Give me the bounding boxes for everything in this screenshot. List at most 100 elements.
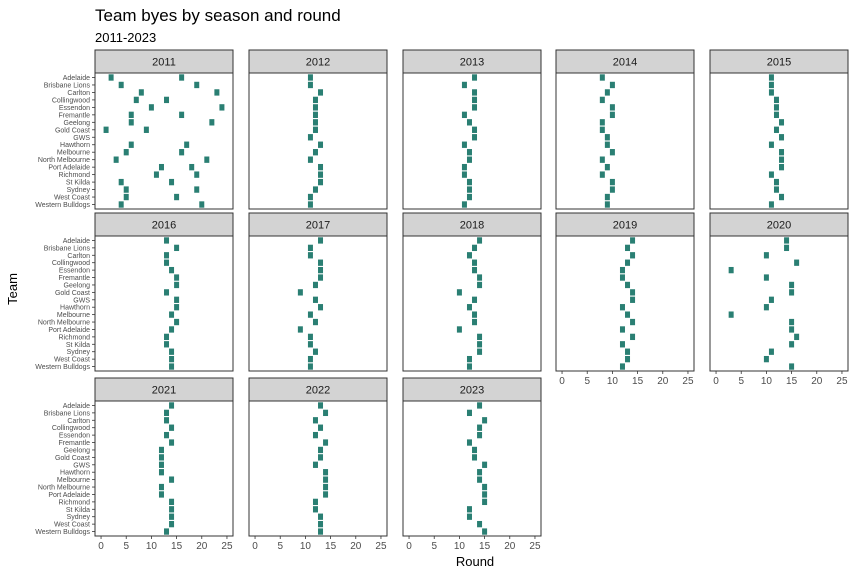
bye-point: [169, 311, 175, 318]
bye-point: [466, 409, 472, 417]
facet-strip-label: 2014: [613, 57, 637, 69]
bye-point: [466, 506, 472, 513]
bye-point: [466, 178, 472, 186]
bye-point: [625, 348, 631, 355]
x-tick-label: 0: [252, 541, 258, 552]
bye-point: [609, 178, 615, 186]
bye-point: [169, 363, 175, 370]
bye-point: [466, 252, 472, 259]
bye-point: [113, 156, 119, 163]
bye-point: [318, 163, 324, 171]
bye-point: [779, 119, 785, 126]
bye-point: [323, 409, 329, 417]
facet-strip-label: 2012: [306, 57, 330, 69]
bye-point: [472, 74, 478, 81]
x-tick-label: 5: [431, 541, 437, 552]
bye-point: [773, 111, 779, 119]
facet-panel-2015: 2015: [709, 49, 849, 210]
x-tick-label: 25: [529, 541, 541, 552]
y-tick-label: Melbourne: [57, 150, 90, 157]
bye-point: [477, 520, 483, 528]
bye-point: [609, 111, 615, 119]
y-tick-label: Brisbane Lions: [44, 82, 91, 89]
y-tick-label: Brisbane Lions: [44, 410, 91, 417]
bye-point: [728, 266, 734, 274]
y-tick-label: Western Bulldogs: [35, 202, 90, 209]
bye-point: [789, 318, 795, 326]
bye-point: [307, 333, 313, 341]
bye-point: [472, 311, 478, 318]
x-tick-label: 0: [713, 376, 719, 387]
x-tick-label: 5: [584, 376, 590, 387]
bye-point: [773, 104, 779, 111]
bye-point: [318, 89, 324, 96]
bye-point: [194, 171, 200, 178]
bye-point: [466, 149, 472, 156]
bye-point: [477, 348, 483, 355]
bye-point: [609, 81, 615, 89]
bye-point: [773, 126, 779, 133]
y-tick-label: West Coast: [54, 195, 90, 202]
bye-point: [318, 178, 324, 186]
bye-point: [169, 326, 175, 333]
bye-point: [318, 237, 324, 244]
bye-point: [164, 417, 170, 424]
x-tick-label: 15: [786, 376, 798, 387]
bye-point: [625, 311, 631, 318]
facet-strip-label: 2019: [613, 220, 637, 232]
bye-point: [472, 104, 478, 111]
bye-point: [184, 141, 190, 148]
bye-point: [179, 149, 185, 156]
facet-strip-label: 2015: [767, 57, 791, 69]
panel-border: [402, 72, 542, 210]
bye-point: [604, 163, 610, 171]
x-tick-label: 25: [221, 541, 233, 552]
x-tick-label: 5: [738, 376, 744, 387]
y-tick-label: Sydney: [67, 187, 91, 194]
y-tick-label: Collingwood: [52, 97, 90, 104]
panel-border: [94, 400, 234, 537]
bye-point: [318, 141, 324, 148]
bye-point: [128, 141, 134, 148]
bye-point: [312, 296, 318, 303]
y-tick-label: Sydney: [67, 514, 91, 521]
bye-point: [599, 156, 605, 163]
bye-point: [477, 424, 483, 431]
bye-point: [158, 163, 164, 171]
y-tick-label: Western Bulldogs: [35, 364, 90, 371]
bye-point: [472, 446, 478, 454]
x-tick-label: 5: [277, 541, 283, 552]
bye-point: [604, 201, 610, 208]
bye-point: [599, 96, 605, 104]
bye-point: [323, 491, 329, 498]
facet-strip-label: 2020: [767, 220, 791, 232]
x-tick-label: 20: [811, 376, 823, 387]
facet-panel-2019: 2019 0 5 10 15 20 25: [555, 212, 695, 387]
x-tick-label: 10: [607, 376, 619, 387]
x-tick-label: 25: [836, 376, 848, 387]
bye-point: [477, 431, 483, 439]
bye-point: [477, 333, 483, 341]
facet-strip-label: 2016: [152, 220, 176, 232]
y-tick-label: Essendon: [59, 433, 90, 440]
bye-point: [461, 163, 467, 171]
bye-point: [482, 483, 488, 491]
x-tick-label: 10: [300, 541, 312, 552]
bye-point: [164, 333, 170, 341]
y-tick-label: Geelong: [64, 447, 91, 454]
bye-point: [169, 476, 175, 483]
bye-point: [466, 156, 472, 163]
bye-point: [307, 363, 313, 370]
y-tick-label: St Kilda: [66, 342, 90, 349]
bye-point: [472, 89, 478, 96]
bye-point: [466, 119, 472, 126]
bye-point: [103, 126, 109, 133]
bye-point: [153, 171, 159, 178]
bye-point: [312, 126, 318, 133]
bye-point: [466, 186, 472, 193]
bye-point: [312, 186, 318, 193]
bye-point: [477, 237, 483, 244]
bye-point: [318, 304, 324, 311]
bye-point: [466, 439, 472, 446]
